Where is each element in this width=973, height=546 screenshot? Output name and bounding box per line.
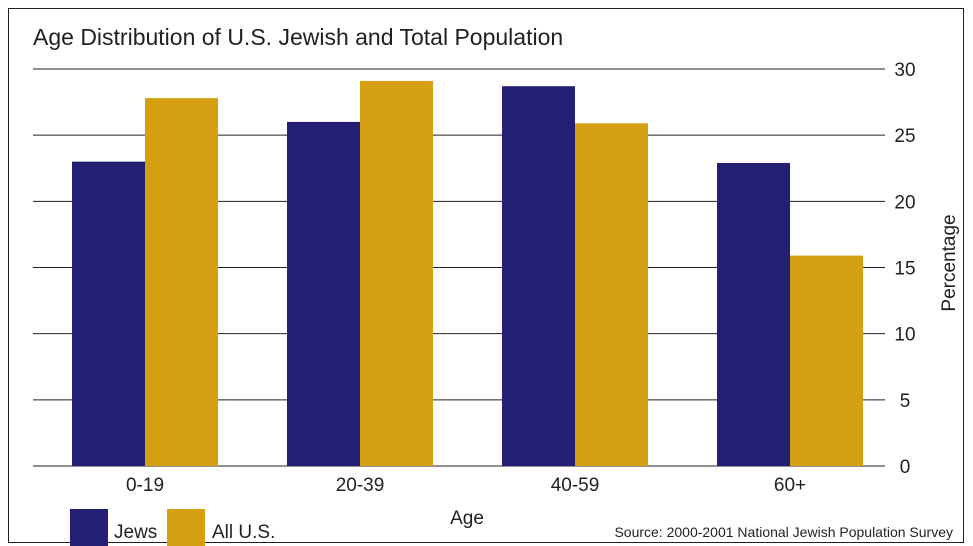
x-tick-label: 0-19 (126, 475, 164, 496)
chart-title: Age Distribution of U.S. Jewish and Tota… (33, 24, 563, 50)
x-tick-label: 40-59 (551, 475, 600, 496)
bar-all-u-s-40-59 (575, 123, 648, 467)
legend-label: Jews (114, 522, 157, 543)
y-tick-labels: 0 5 10 15 20 25 30 (894, 60, 915, 478)
legend: Jews All U.S. (70, 509, 275, 546)
bar-jews-0-19 (72, 161, 145, 466)
y-tick-label: 10 (894, 325, 915, 346)
bar-all-u-s-20-39 (360, 80, 433, 466)
y-tick-label: 15 (894, 259, 915, 280)
legend-swatch (167, 509, 205, 546)
x-tick-label: 20-39 (336, 475, 385, 496)
y-axis-label: Percentage (939, 214, 960, 311)
source-note: Source: 2000-2001 National Jewish Popula… (614, 524, 953, 540)
y-tick-label: 20 (894, 192, 915, 213)
bars (72, 80, 863, 467)
x-tick-labels: 0-19 20-39 40-59 60+ (126, 475, 806, 496)
bar-jews-20-39 (287, 121, 360, 466)
bar-jews-40-59 (502, 86, 575, 466)
legend-label: All U.S. (212, 522, 275, 543)
y-tick-label: 30 (894, 60, 915, 81)
y-tick-label: 5 (900, 391, 911, 412)
bar-jews-60+ (717, 162, 790, 466)
y-tick-label: 25 (894, 126, 915, 147)
bar-all-u-s-60+ (790, 255, 863, 466)
bar-all-u-s-0-19 (145, 98, 218, 466)
x-axis-label: Age (450, 508, 484, 529)
x-tick-label: 60+ (774, 475, 806, 496)
legend-swatch (70, 509, 108, 546)
y-tick-label: 0 (900, 457, 911, 478)
